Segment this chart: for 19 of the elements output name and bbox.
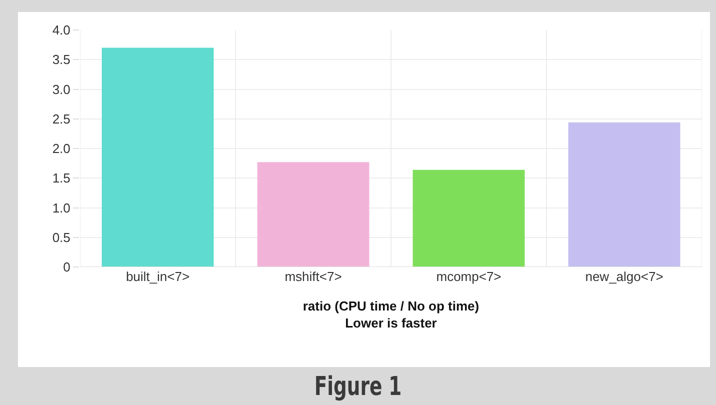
- bar: [102, 48, 214, 267]
- y-tick-label: 1.5: [52, 170, 70, 186]
- x-tick-label: new_algo<7>: [585, 269, 664, 284]
- y-tick-label: 3.0: [52, 82, 70, 97]
- x-tick-label: mshift<7>: [284, 269, 342, 284]
- y-tick-label: 1.0: [52, 200, 70, 216]
- x-axis-title: ratio (CPU time / No op time) Lower is faster: [302, 298, 480, 330]
- caption: Figure 1: [313, 371, 403, 404]
- y-tick-label: 0: [63, 260, 70, 275]
- y-tick-label: 0.5: [52, 230, 70, 245]
- bar: [412, 170, 525, 267]
- x-tick-label: built_in<7>: [126, 269, 190, 284]
- y-tick-label: 3.5: [52, 52, 70, 68]
- y-tick-label: 4.0: [52, 22, 70, 38]
- y-tick-label: 2.0: [52, 141, 70, 156]
- y-tick-label: 2.5: [52, 111, 70, 126]
- bar: [568, 122, 680, 267]
- x-tick-label: mcomp<7>: [436, 269, 502, 284]
- bar: [257, 162, 370, 267]
